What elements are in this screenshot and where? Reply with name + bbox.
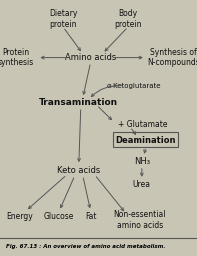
Text: Keto acids: Keto acids — [57, 166, 100, 175]
Text: Protein
synthesis: Protein synthesis — [0, 48, 34, 67]
Text: Dietary
protein: Dietary protein — [49, 9, 77, 29]
Text: Energy: Energy — [6, 212, 33, 221]
Text: Amino acids: Amino acids — [65, 53, 116, 62]
Text: Fig. 67.13 : An overview of amino acid metabolism.: Fig. 67.13 : An overview of amino acid m… — [6, 244, 165, 249]
Text: Glucose: Glucose — [44, 212, 74, 221]
Text: Fat: Fat — [85, 212, 96, 221]
Text: Urea: Urea — [133, 180, 151, 189]
Text: Transamination: Transamination — [39, 98, 118, 107]
Text: Deamination: Deamination — [115, 136, 176, 145]
Text: Non-essential
amino acids: Non-essential amino acids — [114, 210, 166, 230]
Text: NH₃: NH₃ — [134, 157, 150, 166]
Text: + Glutamate: + Glutamate — [118, 120, 168, 129]
Text: Synthesis of
N-compounds: Synthesis of N-compounds — [147, 48, 197, 67]
Text: Body
protein: Body protein — [114, 9, 142, 29]
Text: α-Ketoglutarate: α-Ketoglutarate — [107, 83, 161, 89]
